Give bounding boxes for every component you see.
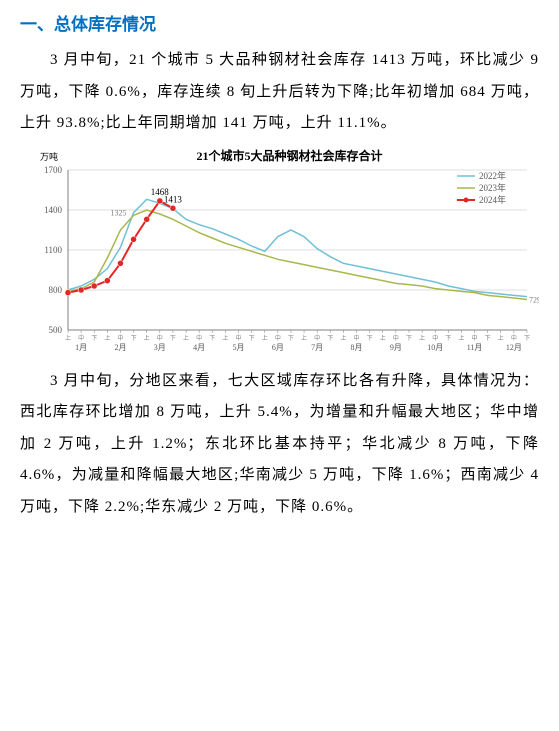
svg-text:上: 上 — [301, 334, 307, 342]
svg-text:上: 上 — [65, 334, 71, 342]
svg-text:21个城市5大品种钢材社会库存合计: 21个城市5大品种钢材社会库存合计 — [196, 148, 382, 163]
svg-text:上: 上 — [498, 334, 504, 342]
svg-text:中: 中 — [196, 334, 202, 342]
svg-text:3月: 3月 — [154, 343, 166, 352]
svg-text:6月: 6月 — [272, 343, 284, 352]
svg-text:下: 下 — [445, 335, 451, 342]
paragraph-2: 3 月中旬，分地区来看，七大区域库存环比各有升降，具体情况为：西北库存环比增加 … — [20, 366, 539, 524]
svg-text:10月: 10月 — [427, 343, 443, 352]
svg-text:1100: 1100 — [44, 245, 62, 255]
svg-text:下: 下 — [485, 335, 491, 342]
svg-text:2023年: 2023年 — [479, 182, 506, 193]
svg-text:1400: 1400 — [44, 205, 63, 215]
svg-text:800: 800 — [49, 285, 63, 295]
svg-text:下: 下 — [288, 335, 294, 342]
svg-text:1月: 1月 — [75, 343, 87, 352]
svg-text:5月: 5月 — [232, 343, 244, 352]
inventory-chart: 21个城市5大品种钢材社会库存合计万吨500800110014001700上中下… — [20, 148, 539, 358]
svg-text:8月: 8月 — [351, 343, 363, 352]
svg-text:中: 中 — [393, 334, 399, 342]
svg-text:中: 中 — [235, 334, 241, 342]
svg-text:上: 上 — [458, 334, 464, 342]
svg-text:2024年: 2024年 — [479, 194, 506, 205]
svg-text:中: 中 — [117, 334, 123, 342]
svg-text:500: 500 — [49, 325, 63, 335]
svg-text:中: 中 — [78, 334, 84, 342]
svg-text:下: 下 — [131, 335, 137, 342]
svg-text:1413: 1413 — [164, 194, 183, 204]
paragraph-1: 3 月中旬，21 个城市 5 大品种钢材社会库存 1413 万吨，环比减少 9 … — [20, 45, 539, 140]
svg-text:下: 下 — [91, 335, 97, 342]
svg-text:下: 下 — [170, 335, 176, 342]
svg-text:下: 下 — [406, 335, 412, 342]
section-title: 一、总体库存情况 — [20, 10, 539, 35]
svg-text:下: 下 — [327, 335, 333, 342]
svg-text:上: 上 — [419, 334, 425, 342]
svg-text:下: 下 — [209, 335, 215, 342]
svg-text:729: 729 — [529, 295, 539, 304]
svg-text:中: 中 — [314, 334, 320, 342]
svg-text:中: 中 — [432, 334, 438, 342]
svg-text:1700: 1700 — [44, 165, 63, 175]
svg-text:上: 上 — [144, 334, 150, 342]
svg-text:上: 上 — [104, 334, 110, 342]
svg-text:4月: 4月 — [193, 343, 205, 352]
svg-text:9月: 9月 — [390, 343, 402, 352]
svg-text:上: 上 — [183, 334, 189, 342]
chart-container: 21个城市5大品种钢材社会库存合计万吨500800110014001700上中下… — [20, 148, 539, 358]
svg-text:上: 上 — [262, 334, 268, 342]
svg-text:2022年: 2022年 — [479, 170, 506, 181]
svg-text:上: 上 — [222, 334, 228, 342]
svg-text:下: 下 — [367, 335, 373, 342]
svg-text:中: 中 — [157, 334, 163, 342]
svg-text:7月: 7月 — [311, 343, 323, 352]
svg-text:12月: 12月 — [506, 343, 522, 352]
svg-text:2月: 2月 — [114, 343, 126, 352]
svg-text:上: 上 — [340, 334, 346, 342]
svg-text:下: 下 — [524, 335, 530, 342]
svg-text:1325: 1325 — [110, 208, 126, 217]
svg-text:中: 中 — [275, 334, 281, 342]
svg-text:11月: 11月 — [467, 343, 483, 352]
svg-text:中: 中 — [472, 334, 478, 342]
svg-text:下: 下 — [249, 335, 255, 342]
svg-text:中: 中 — [354, 334, 360, 342]
svg-text:中: 中 — [511, 334, 517, 342]
svg-text:上: 上 — [380, 334, 386, 342]
svg-text:万吨: 万吨 — [40, 151, 58, 162]
